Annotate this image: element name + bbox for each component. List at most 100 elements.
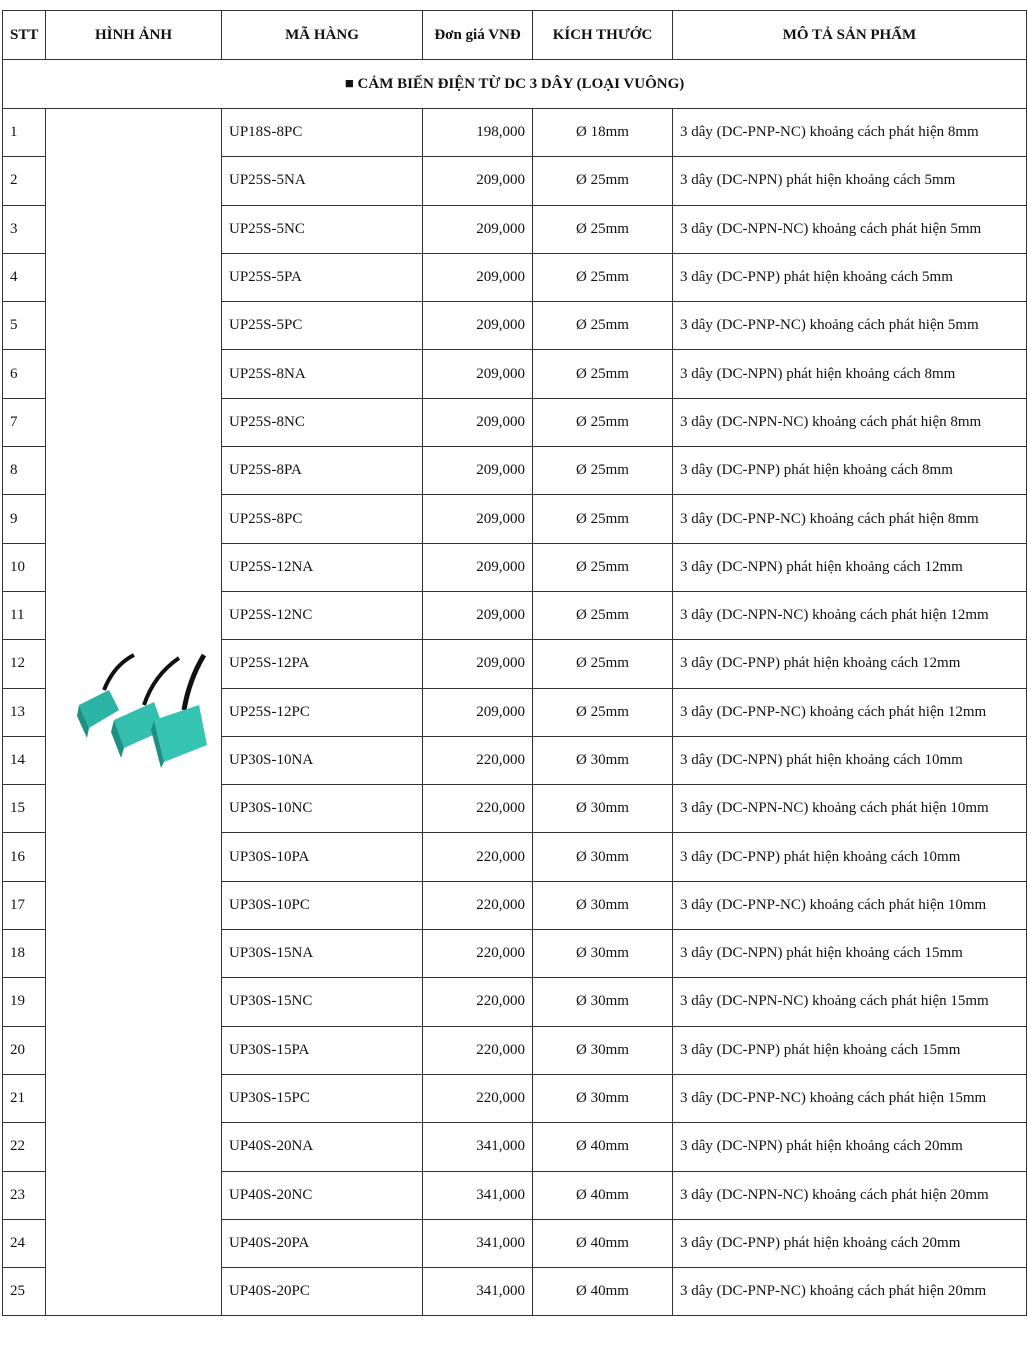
cell-price: 209,000 [422,301,533,351]
cell-desc: 3 dây (DC-NPN-NC) khoảng cách phát hiện … [672,977,1027,1027]
cell-size: Ø 40mm [532,1267,673,1317]
cell-code: UP30S-15NC [221,977,423,1027]
table-row: 12 UP25S-12PA 209,000 Ø 25mm 3 dây (DC-PNP) … [2,639,1027,689]
cell-price: 209,000 [422,156,533,206]
cell-stt: 21 [2,1073,46,1124]
header-size: KÍCH THƯỚC [532,10,673,60]
cell-size: Ø 25mm [532,494,673,544]
cell-size: Ø 25mm [532,639,673,689]
cell-code: UP25S-12PC [221,687,423,737]
table-row: 16 UP30S-10PA 220,000 Ø 30mm 3 dây (DC-PNP) … [2,832,1027,882]
cell-code: UP25S-5NA [221,156,423,206]
cell-code: UP25S-12NA [221,542,423,592]
table-row: 7 UP25S-8NC 209,000 Ø 25mm 3 dây (DC-NPN-NC)… [2,397,1027,448]
cell-code: UP40S-20PC [221,1267,423,1317]
cell-stt: 22 [2,1122,46,1172]
table-row: 14 UP30S-10NA 220,000 Ø 30mm 3 dây (DC-NPN) … [2,735,1027,786]
cell-code: UP30S-15NA [221,929,423,979]
cell-code: UP25S-8NA [221,349,423,399]
cell-code: UP25S-5NC [221,204,423,254]
cell-price: 220,000 [422,977,533,1027]
table-row: 20 UP30S-15PA 220,000 Ø 30mm 3 dây (DC-PNP) … [2,1025,1027,1075]
cell-stt: 1 [2,107,46,158]
cell-size: Ø 30mm [532,1025,673,1075]
header-desc: MÔ TẢ SẢN PHẨM [672,10,1027,60]
cell-stt: 14 [2,735,46,786]
cell-code: UP40S-20NA [221,1122,423,1172]
cell-size: Ø 25mm [532,397,673,448]
cell-desc: 3 dây (DC-PNP) phát hiện khoảng cách 10m… [672,832,1027,882]
cell-price: 209,000 [422,397,533,448]
cell-size: Ø 30mm [532,784,673,834]
cell-price: 220,000 [422,832,533,882]
cell-code: UP40S-20PA [221,1218,423,1269]
header-price: Đơn giá VNĐ [422,10,533,60]
cell-price: 209,000 [422,349,533,399]
cell-price: 341,000 [422,1267,533,1317]
cell-size: Ø 25mm [532,542,673,592]
header-code: MÃ HÀNG [221,10,423,60]
cell-code: UP25S-8NC [221,397,423,448]
cell-code: UP30S-10PC [221,880,423,931]
table-row: 24 UP40S-20PA 341,000 Ø 40mm 3 dây (DC-PNP) … [2,1218,1027,1269]
cell-code: UP25S-12PA [221,639,423,689]
header-stt: STT [2,10,46,60]
cell-stt: 25 [2,1267,46,1317]
cell-size: Ø 30mm [532,929,673,979]
cell-size: Ø 25mm [532,156,673,206]
cell-code: UP30S-15PA [221,1025,423,1075]
cell-stt: 18 [2,929,46,979]
cell-stt: 3 [2,204,46,254]
table-row: 3 UP25S-5NC 209,000 Ø 25mm 3 dây (DC-NPN-NC)… [2,204,1027,254]
table-row: 19 UP30S-15NC 220,000 Ø 30mm 3 dây (DC-NPN-N… [2,977,1027,1027]
cell-size: Ø 30mm [532,880,673,931]
cell-desc: 3 dây (DC-PNP) phát hiện khoảng cách 12m… [672,639,1027,689]
cell-code: UP30S-10PA [221,832,423,882]
cell-desc: 3 dây (DC-PNP-NC) khoảng cách phát hiện … [672,687,1027,737]
table-row: 10 UP25S-12NA 209,000 Ø 25mm 3 dây (DC-NPN) … [2,542,1027,592]
cell-price: 209,000 [422,542,533,592]
cell-stt: 19 [2,977,46,1027]
cell-size: Ø 40mm [532,1170,673,1220]
cell-size: Ø 40mm [532,1122,673,1172]
cell-stt: 7 [2,397,46,448]
cell-size: Ø 18mm [532,107,673,158]
cell-price: 209,000 [422,204,533,254]
cell-code: UP30S-10NC [221,784,423,834]
cell-price: 220,000 [422,880,533,931]
cell-desc: 3 dây (DC-NPN) phát hiện khoảng cách 20m… [672,1122,1027,1172]
cell-size: Ø 25mm [532,446,673,496]
cell-stt: 2 [2,156,46,206]
cell-desc: 3 dây (DC-NPN) phát hiện khoảng cách 12m… [672,542,1027,592]
cell-price: 209,000 [422,446,533,496]
cell-desc: 3 dây (DC-NPN-NC) khoảng cách phát hiện … [672,204,1027,254]
cell-desc: 3 dây (DC-PNP-NC) khoảng cách phát hiện … [672,1267,1027,1317]
cell-desc: 3 dây (DC-NPN-NC) khoảng cách phát hiện … [672,397,1027,448]
cell-stt: 13 [2,687,46,737]
cell-code: UP25S-8PC [221,494,423,544]
cell-code: UP30S-15PC [221,1073,423,1124]
table-row: 9 UP25S-8PC 209,000 Ø 25mm 3 dây (DC-PNP-NC)… [2,494,1027,544]
cell-desc: 3 dây (DC-PNP) phát hiện khoảng cách 15m… [672,1025,1027,1075]
cell-size: Ø 25mm [532,349,673,399]
cell-size: Ø 40mm [532,1218,673,1269]
cell-desc: 3 dây (DC-PNP) phát hiện khoảng cách 5mm [672,252,1027,303]
cell-price: 209,000 [422,590,533,641]
cell-stt: 4 [2,252,46,303]
cell-desc: 3 dây (DC-PNP-NC) khoảng cách phát hiện … [672,494,1027,544]
cell-stt: 17 [2,880,46,931]
cell-size: Ø 30mm [532,735,673,786]
cell-desc: 3 dây (DC-PNP) phát hiện khoảng cách 8mm [672,446,1027,496]
cell-stt: 16 [2,832,46,882]
table-row: 22 UP40S-20NA 341,000 Ø 40mm 3 dây (DC-NPN) … [2,1122,1027,1172]
cell-code: UP18S-8PC [221,107,423,158]
cell-desc: 3 dây (DC-PNP-NC) khoảng cách phát hiện … [672,880,1027,931]
cell-desc: 3 dây (DC-PNP-NC) khoảng cách phát hiện … [672,1073,1027,1124]
cell-size: Ø 30mm [532,832,673,882]
cell-stt: 5 [2,301,46,351]
cell-code: UP30S-10NA [221,735,423,786]
cell-price: 220,000 [422,929,533,979]
table-row: 6 UP25S-8NA 209,000 Ø 25mm 3 dây (DC-NPN) ph… [2,349,1027,399]
cell-stt: 9 [2,494,46,544]
table-row: 5 UP25S-5PC 209,000 Ø 25mm 3 dây (DC-PNP-NC)… [2,301,1027,351]
